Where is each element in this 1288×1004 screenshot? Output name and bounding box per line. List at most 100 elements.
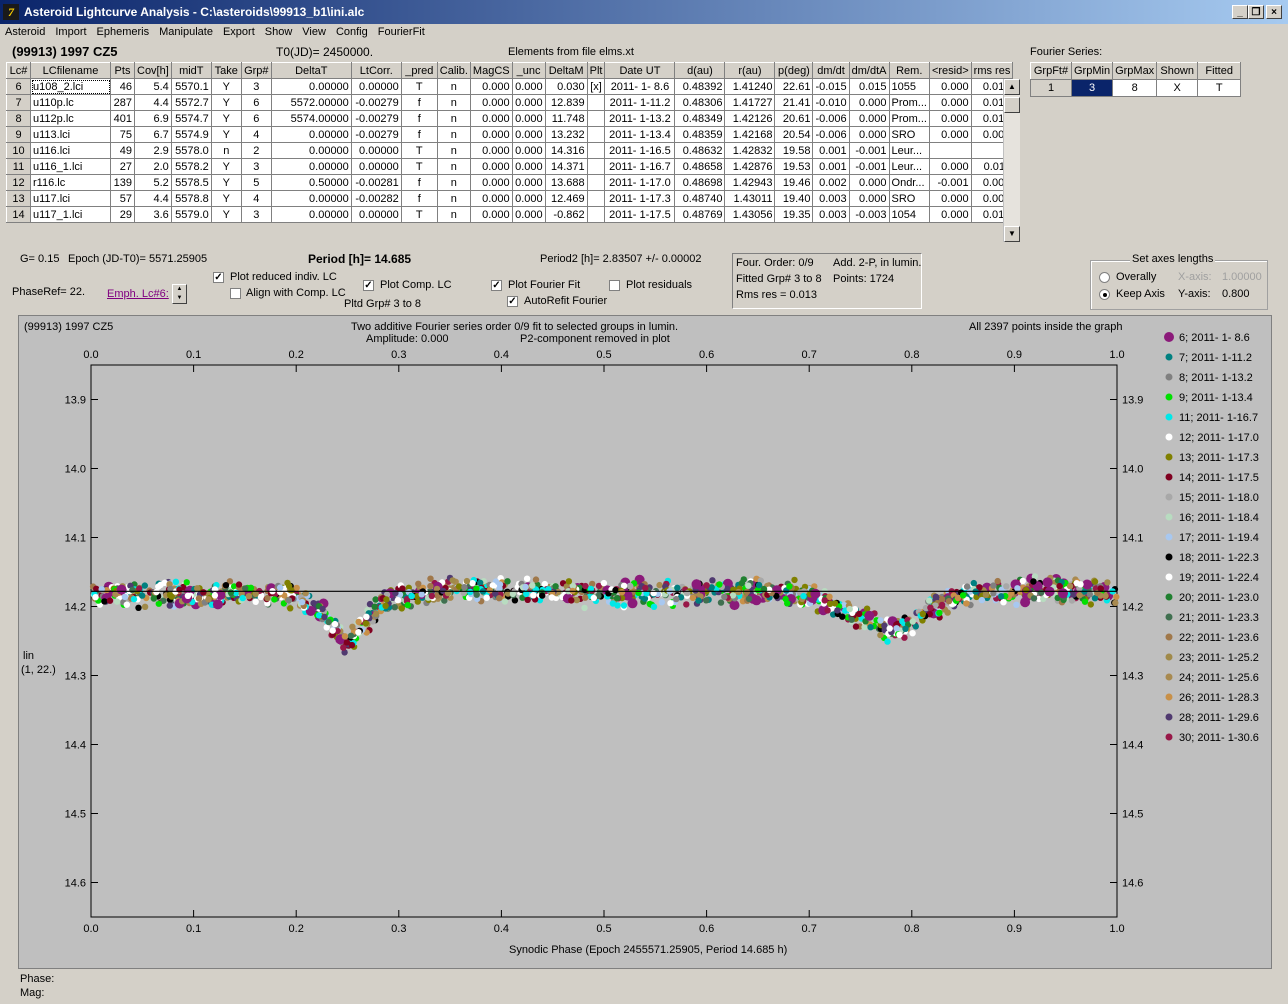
table-cell[interactable]: -0.00279 (350, 110, 402, 127)
fourier-column-header[interactable]: GrpMin (1070, 62, 1114, 80)
table-cell[interactable]: 0.00000 (270, 206, 352, 223)
table-cell[interactable]: u117_1.lci (30, 206, 111, 223)
table-cell[interactable] (586, 174, 606, 191)
table-cell[interactable]: 6.9 (134, 110, 172, 127)
table-cell[interactable]: 0.000 (848, 190, 890, 207)
table-cell[interactable]: -0.862 (544, 206, 588, 223)
table-cell[interactable] (586, 142, 606, 159)
emph-lc-link[interactable]: Emph. Lc#6: (107, 288, 169, 300)
table-cell[interactable] (586, 190, 606, 207)
table-cell[interactable]: 5.2 (134, 174, 172, 191)
table-row[interactable]: 11 u116_1.lci 27 2.0 5578.2 Y 3 0.00000 0.00000 T… (6, 158, 1014, 175)
table-cell[interactable]: 4.4 (134, 94, 172, 111)
table-cell[interactable]: 5578.0 (170, 142, 212, 159)
table-cell[interactable]: u110p.lc (30, 94, 111, 111)
table-cell[interactable]: 0.000 (469, 190, 513, 207)
table-cell[interactable] (586, 110, 606, 127)
table-cell[interactable]: T (400, 142, 438, 159)
table-cell[interactable]: 1.41727 (724, 94, 776, 111)
table-cell[interactable]: 3 (240, 206, 272, 223)
table-cell[interactable]: u117.lci (30, 190, 111, 207)
table-row[interactable]: 8 u112p.lc 401 6.9 5574.7 Y 6 5574.00000 -0.0027… (6, 110, 1014, 127)
table-cell[interactable]: n (436, 190, 471, 207)
table-cell[interactable]: Ondr... (888, 174, 930, 191)
table-cell[interactable] (586, 158, 606, 175)
table-cell[interactable] (586, 94, 606, 111)
table-cell[interactable]: 4 (240, 126, 272, 143)
table-cell[interactable]: 57 (110, 190, 135, 207)
table-cell[interactable]: f (400, 110, 438, 127)
table-cell[interactable]: f (400, 126, 438, 143)
table-cell[interactable]: 0.000 (469, 78, 513, 95)
table-cell[interactable]: 2.9 (134, 142, 172, 159)
minimize-button[interactable]: _ (1232, 5, 1248, 19)
table-cell[interactable]: 14.316 (544, 142, 588, 159)
table-cell[interactable]: 0.000 (928, 126, 972, 143)
menu-config[interactable]: Config (335, 26, 368, 38)
fourier-cell[interactable]: 1 (1030, 79, 1072, 97)
table-cell[interactable]: 0.000 (511, 206, 546, 223)
table-cell[interactable]: Prom... (888, 94, 930, 111)
column-header[interactable]: Rem. (888, 62, 930, 79)
table-cell[interactable]: 0.000 (928, 158, 972, 175)
table-cell[interactable]: 19.40 (774, 190, 814, 207)
table-cell[interactable]: -0.010 (812, 94, 850, 111)
row-header[interactable]: 11 (6, 158, 31, 175)
table-cell[interactable]: 4 (240, 190, 272, 207)
fourier-column-header[interactable]: GrpFt# (1030, 62, 1072, 80)
table-cell[interactable]: 0.003 (812, 206, 850, 223)
table-cell[interactable]: 0.000 (469, 174, 513, 191)
column-header[interactable]: dm/dt (812, 62, 850, 79)
table-cell[interactable]: 0.000 (511, 174, 546, 191)
column-header[interactable]: Grp# (240, 62, 272, 79)
table-cell[interactable]: 19.35 (774, 206, 814, 223)
table-cell[interactable]: 6.7 (134, 126, 172, 143)
column-header[interactable]: LtCorr. (350, 62, 402, 79)
table-cell[interactable]: n (436, 126, 471, 143)
table-cell[interactable]: 46 (110, 78, 135, 95)
table-cell[interactable]: 139 (110, 174, 135, 191)
table-cell[interactable]: 2011- 1-16.5 (604, 142, 676, 159)
autorefit-checkbox[interactable]: ✓ (507, 296, 518, 307)
table-cell[interactable]: [x] (586, 78, 606, 95)
column-header[interactable]: _unc (511, 62, 546, 79)
table-cell[interactable]: 5 (240, 174, 272, 191)
table-cell[interactable]: 0.000 (928, 78, 972, 95)
menu-ephemeris[interactable]: Ephemeris (96, 26, 150, 38)
table-cell[interactable]: r116.lc (30, 174, 111, 191)
column-header[interactable]: r(au) (724, 62, 776, 79)
menu-export[interactable]: Export (222, 26, 255, 38)
table-cell[interactable]: 0.00000 (270, 158, 352, 175)
keep-axis-radio[interactable] (1099, 289, 1110, 300)
column-header[interactable]: rms res (970, 62, 1014, 79)
table-cell[interactable]: 0.00000 (350, 158, 402, 175)
yaxis-value[interactable]: 0.800 (1222, 288, 1250, 300)
table-cell[interactable]: T (400, 206, 438, 223)
fourier-cell[interactable]: X (1156, 79, 1199, 97)
table-cell[interactable]: 21.41 (774, 94, 814, 111)
table-cell[interactable]: 0.00000 (350, 142, 402, 159)
table-row[interactable]: 13 u117.lci 57 4.4 5578.8 Y 4 0.00000 -0.00282 f n… (6, 190, 1014, 207)
menu-view[interactable]: View (302, 26, 326, 38)
table-cell[interactable]: 0.000 (469, 126, 513, 143)
column-header[interactable]: Lc# (6, 62, 31, 79)
table-cell[interactable]: Y (210, 78, 242, 95)
table-cell[interactable]: Y (210, 174, 242, 191)
table-cell[interactable]: -0.001 (928, 174, 972, 191)
column-header[interactable]: midT (170, 62, 212, 79)
table-cell[interactable]: 0.48349 (674, 110, 726, 127)
table-cell[interactable]: u116_1.lci (30, 158, 111, 175)
table-cell[interactable]: 0.000 (469, 94, 513, 111)
table-cell[interactable]: -0.015 (812, 78, 850, 95)
table-cell[interactable]: 401 (110, 110, 135, 127)
table-cell[interactable]: 12.839 (544, 94, 588, 111)
table-cell[interactable]: T (400, 78, 438, 95)
table-row[interactable]: 14 u117_1.lci 29 3.6 5579.0 Y 3 0.00000 0.00000 T… (6, 206, 1014, 223)
table-cell[interactable]: 2011- 1-16.7 (604, 158, 676, 175)
plot-reduced-checkbox[interactable]: ✓ (213, 272, 224, 283)
table-cell[interactable]: 19.46 (774, 174, 814, 191)
table-cell[interactable]: 0.48658 (674, 158, 726, 175)
